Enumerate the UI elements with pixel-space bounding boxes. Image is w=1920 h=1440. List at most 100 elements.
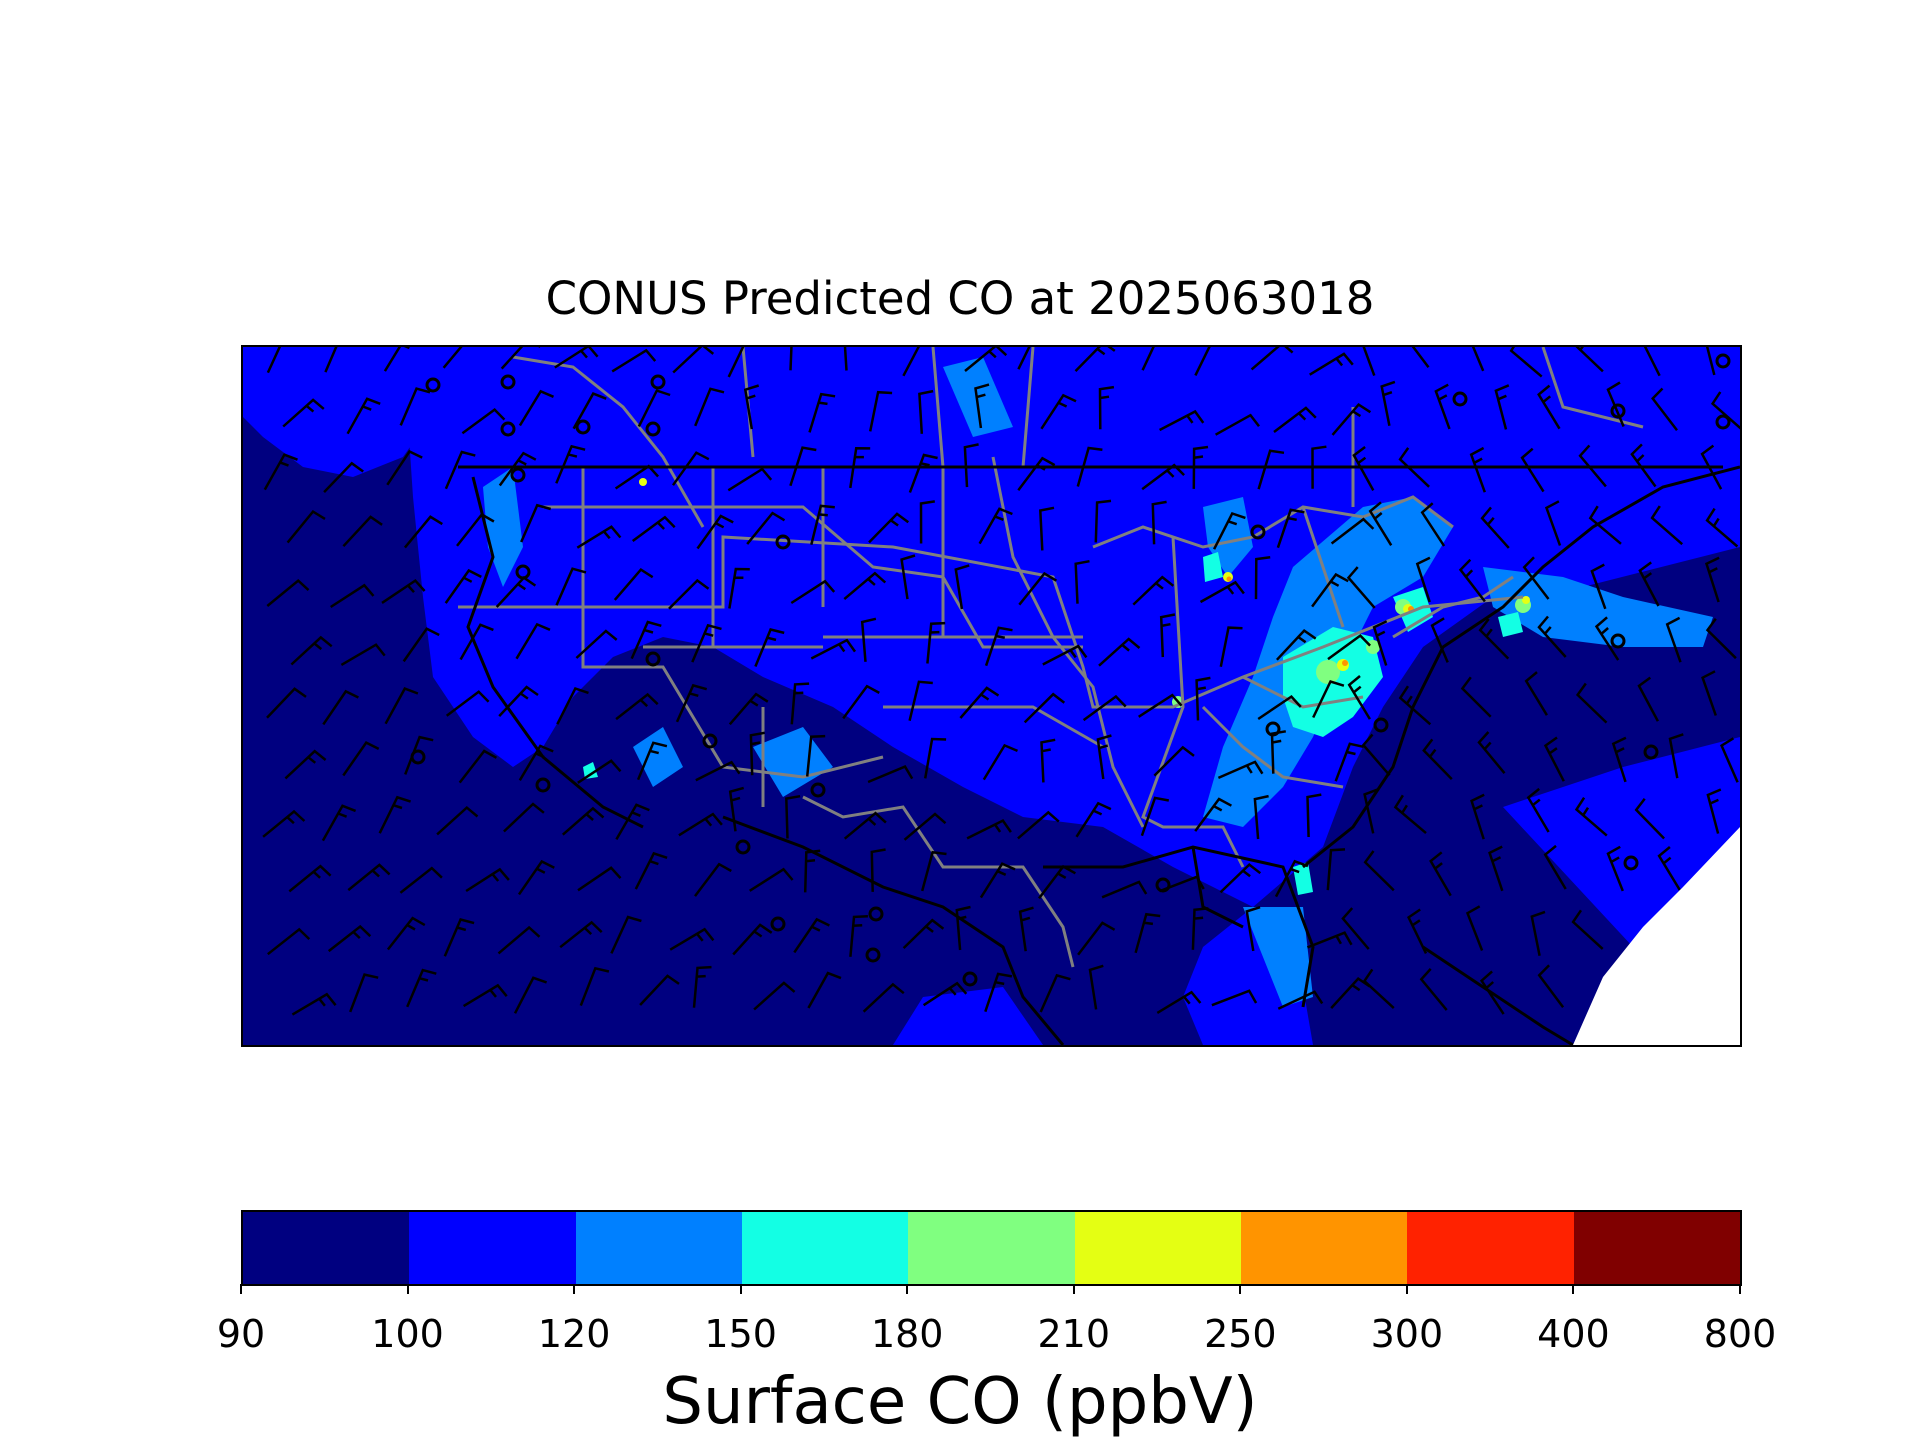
colorbar-label: Surface CO (ppbV) bbox=[662, 1365, 1258, 1439]
colorbar-ticks: 90 100 120 150 180 210 250 300 400 800 bbox=[0, 1284, 1920, 1356]
wind-barb bbox=[349, 973, 379, 1013]
wind-barb bbox=[1253, 794, 1269, 840]
wind-barb bbox=[1537, 964, 1565, 1009]
wind-barb bbox=[749, 867, 794, 892]
wind-barb bbox=[1488, 845, 1504, 892]
colorbar-tick-label: 120 bbox=[537, 1312, 611, 1356]
wind-barb bbox=[461, 407, 506, 435]
wind-barb bbox=[518, 389, 554, 427]
wind-barb bbox=[1306, 793, 1322, 838]
wind-barb bbox=[1311, 572, 1349, 608]
wind-barb bbox=[1571, 909, 1604, 950]
wind-barb bbox=[443, 918, 475, 957]
wind-barb bbox=[1524, 671, 1548, 716]
wind-barb bbox=[668, 578, 710, 610]
wind-barb bbox=[290, 635, 333, 666]
wind-barb bbox=[984, 972, 1013, 1013]
wind-barb bbox=[810, 504, 835, 546]
wind-barb bbox=[456, 512, 495, 547]
wind-barb bbox=[554, 347, 599, 369]
wind-barb bbox=[1312, 679, 1345, 719]
wind-barb bbox=[1657, 846, 1681, 891]
wind-barb bbox=[520, 503, 552, 543]
wind-barb bbox=[498, 685, 539, 717]
wind-barb bbox=[1380, 380, 1396, 427]
colorbar-tick-label: 400 bbox=[1537, 1312, 1610, 1356]
wind-barb bbox=[692, 965, 712, 1008]
wind-barb bbox=[1704, 556, 1720, 603]
wind-barb bbox=[1098, 637, 1141, 667]
wind-barb bbox=[1217, 760, 1264, 780]
wind-barb bbox=[903, 812, 947, 841]
wind-barb bbox=[559, 920, 603, 949]
wind-barb bbox=[1159, 409, 1205, 432]
colorbar-tick-mark bbox=[1239, 1284, 1242, 1294]
wind-barb bbox=[615, 692, 659, 721]
wind-barb bbox=[381, 578, 426, 604]
wind-barb bbox=[327, 924, 372, 953]
map-canvas bbox=[243, 347, 1740, 1045]
wind-barb bbox=[1156, 990, 1202, 1014]
wind-barb bbox=[436, 805, 479, 836]
colorbar-tick-mark bbox=[240, 1284, 242, 1294]
colorbar-tick-mark bbox=[1405, 1284, 1408, 1294]
wind-barb bbox=[678, 812, 723, 837]
wind-barb bbox=[266, 687, 307, 719]
wind-barb bbox=[404, 735, 434, 775]
wind-barb bbox=[902, 347, 920, 377]
wind-barb bbox=[908, 453, 938, 493]
wind-barb bbox=[849, 447, 871, 489]
wind-barb bbox=[1494, 384, 1510, 430]
wind-barb bbox=[785, 794, 801, 839]
wind-barb bbox=[675, 683, 708, 723]
wind-barb bbox=[1606, 381, 1625, 427]
wind-barb bbox=[631, 515, 676, 543]
wind-barb bbox=[1254, 556, 1271, 600]
wind-barb bbox=[1520, 447, 1545, 493]
map-title: CONUS Predicted CO at 2025063018 bbox=[545, 272, 1375, 325]
wind-barb bbox=[695, 760, 741, 782]
wind-barb bbox=[1159, 613, 1176, 658]
wind-barb bbox=[1017, 456, 1056, 491]
wind-barb bbox=[1430, 617, 1449, 663]
wind-barb bbox=[1346, 566, 1376, 609]
wind-barb bbox=[639, 974, 680, 1006]
colorbar-segment bbox=[1573, 1212, 1740, 1284]
wind-barb bbox=[908, 680, 933, 721]
wind-barb bbox=[1537, 384, 1561, 430]
wind-barb bbox=[1101, 880, 1148, 899]
wind-barb bbox=[323, 461, 364, 493]
wind-barb bbox=[517, 859, 555, 896]
wind-barb bbox=[694, 387, 725, 427]
wind-barb bbox=[1429, 851, 1452, 897]
wind-barb bbox=[1530, 910, 1546, 957]
wind-barb bbox=[1082, 694, 1127, 722]
wind-barb bbox=[555, 567, 587, 606]
wind-barb bbox=[978, 507, 1013, 545]
wind-barb bbox=[1372, 620, 1388, 666]
wind-barb bbox=[1191, 907, 1209, 950]
wind-barb bbox=[749, 731, 765, 776]
colorbar-tick-label: 250 bbox=[1204, 1312, 1277, 1356]
wind-barb bbox=[321, 804, 357, 842]
colorbar-segment bbox=[1407, 1212, 1574, 1284]
wind-barb bbox=[347, 863, 391, 892]
wind-barb bbox=[630, 620, 662, 660]
wind-barb bbox=[746, 511, 786, 545]
wind-barb bbox=[843, 811, 887, 840]
colorbar-tick-mark bbox=[1739, 1284, 1741, 1294]
wind-barb bbox=[1018, 571, 1058, 606]
wind-barb bbox=[696, 514, 734, 550]
colorbar-segment bbox=[409, 1212, 576, 1284]
wind-barb bbox=[518, 744, 554, 781]
wind-barb bbox=[694, 862, 732, 897]
wind-barb bbox=[1574, 797, 1608, 837]
co-map bbox=[241, 345, 1742, 1047]
wind-barb bbox=[330, 583, 375, 609]
wind-barb bbox=[1543, 844, 1567, 890]
wind-barb bbox=[555, 444, 586, 484]
wind-barb bbox=[860, 617, 877, 662]
wind-barb bbox=[849, 914, 868, 957]
wind-barb bbox=[1274, 859, 1309, 898]
wind-barb bbox=[1138, 693, 1183, 718]
